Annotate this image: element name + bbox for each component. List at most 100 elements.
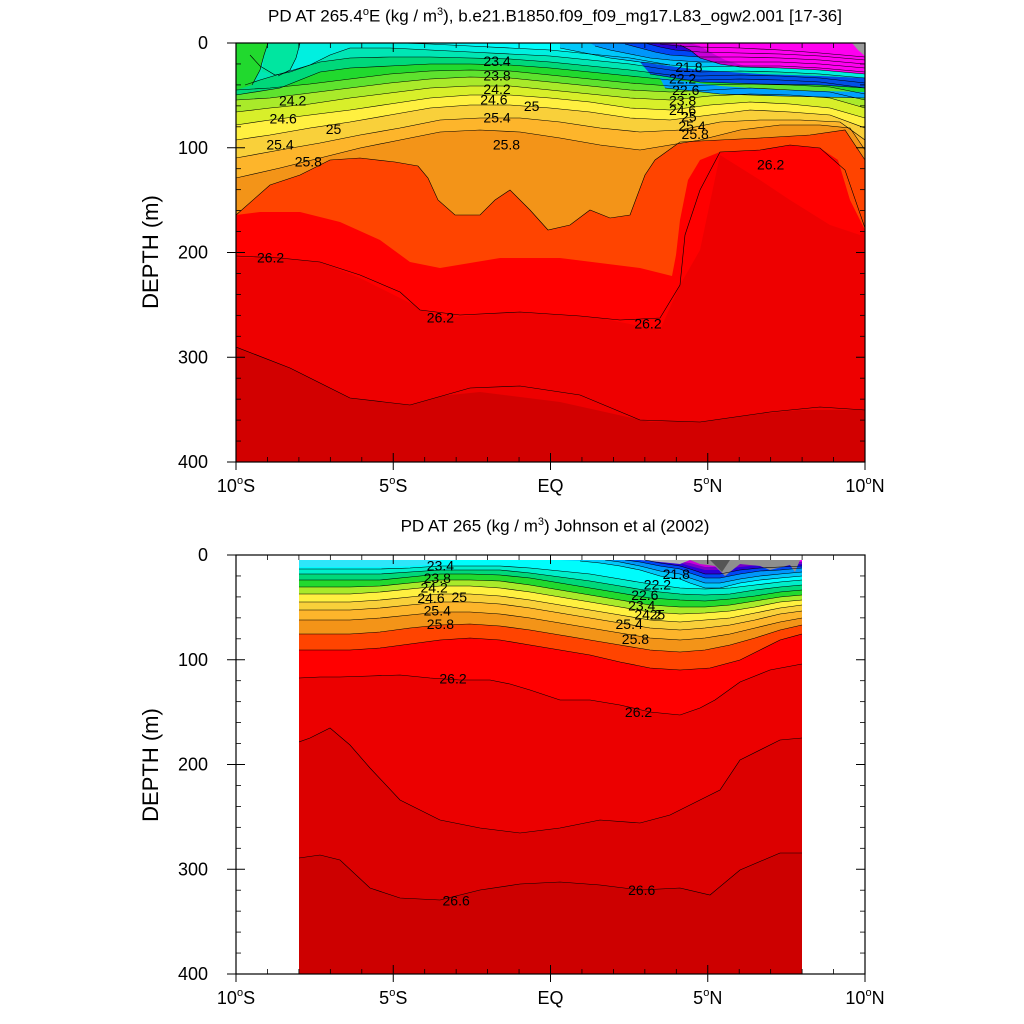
x-tick-label-hemisphere: S bbox=[395, 988, 407, 1008]
x-tick-label-main: EQ bbox=[537, 476, 563, 496]
panel1-contour-fill bbox=[236, 43, 865, 462]
contour-label: 25.4 bbox=[616, 616, 643, 632]
contour-label: 22.2 bbox=[669, 71, 696, 87]
x-tick-label-main: EQ bbox=[537, 988, 563, 1008]
y-tick-label: 0 bbox=[198, 33, 208, 53]
x-tick-label: 5oN bbox=[693, 475, 722, 496]
x-tick-label-degree: o bbox=[237, 475, 243, 487]
x-tick-label: EQ bbox=[537, 476, 563, 496]
contour-label: 25 bbox=[326, 121, 342, 137]
x-tick-label-main: 10 bbox=[217, 988, 237, 1008]
contour-label: 25.4 bbox=[424, 603, 451, 619]
panel1-contour-lines bbox=[236, 43, 865, 423]
panel2-contour-lines bbox=[299, 560, 802, 901]
x-tick-label: EQ bbox=[537, 988, 563, 1008]
y-tick-label: 300 bbox=[178, 859, 208, 879]
panel1-title: PD AT 265.4oE (kg / m3), b.e21.B1850.f09… bbox=[268, 6, 842, 26]
x-tick-label-degree: o bbox=[865, 475, 871, 487]
x-tick-label: 10oS bbox=[217, 475, 255, 496]
contour-label: 23.4 bbox=[483, 53, 510, 69]
y-tick-label: 400 bbox=[178, 964, 208, 984]
y-tick-label: 300 bbox=[178, 347, 208, 367]
x-tick-label-degree: o bbox=[703, 475, 709, 487]
contour-label: 25.8 bbox=[427, 616, 454, 632]
contour-label: 24.6 bbox=[480, 92, 507, 108]
contour-label: 22.2 bbox=[644, 576, 671, 592]
y-tick-label: 0 bbox=[198, 545, 208, 565]
x-tick-label-main: 10 bbox=[845, 476, 865, 496]
panel1-plot bbox=[235, 42, 866, 463]
x-tick-label-degree: o bbox=[703, 987, 709, 999]
x-tick-label-degree: o bbox=[389, 987, 395, 999]
contour-label: 24.2 bbox=[421, 579, 448, 595]
y-tick-label: 400 bbox=[178, 452, 208, 472]
x-tick-label-main: 5 bbox=[693, 988, 703, 1008]
x-tick-label-degree: o bbox=[389, 475, 395, 487]
x-tick-label-main: 10 bbox=[845, 988, 865, 1008]
x-tick-label-main: 5 bbox=[693, 476, 703, 496]
contour-label: 24.6 bbox=[669, 102, 696, 118]
y-tick-label: 100 bbox=[178, 650, 208, 670]
y-tick-label: 100 bbox=[178, 138, 208, 158]
x-tick-label: 10oN bbox=[845, 475, 884, 496]
x-tick-label-hemisphere: N bbox=[709, 476, 722, 496]
contour-label: 26.2 bbox=[757, 157, 784, 173]
contour-label: 23.4 bbox=[427, 557, 454, 573]
y-axis-title: DEPTH (m) bbox=[138, 195, 163, 309]
contour-label: 24.2 bbox=[483, 81, 510, 97]
x-tick-label-hemisphere: S bbox=[243, 476, 255, 496]
x-tick-label-degree: o bbox=[865, 987, 871, 999]
contour-label: 25.8 bbox=[682, 126, 709, 142]
y-tick-label: 200 bbox=[178, 243, 208, 263]
contour-label: 23.4 bbox=[628, 597, 655, 613]
contour-label: 24.2 bbox=[279, 93, 306, 109]
contour-label: 23.8 bbox=[669, 93, 696, 109]
contour-label: 26.6 bbox=[628, 882, 655, 898]
x-tick-label-hemisphere: N bbox=[872, 988, 885, 1008]
contour-label: 26.2 bbox=[257, 250, 284, 266]
contour-label: 25.8 bbox=[622, 631, 649, 647]
contour-label: 24.6 bbox=[417, 590, 444, 606]
x-tick-label: 5oS bbox=[379, 475, 407, 496]
contour-label: 26.2 bbox=[439, 671, 466, 687]
panel2-title: PD AT 265 (kg / m3) Johnson et al (2002) bbox=[400, 516, 710, 536]
x-tick-label-main: 10 bbox=[217, 476, 237, 496]
contour-label: 25.4 bbox=[678, 118, 705, 134]
panel2-contour-labels: 23.423.824.224.6 2525.425.821.822.222.623… bbox=[417, 557, 690, 908]
x-tick-label-hemisphere: N bbox=[872, 476, 885, 496]
x-tick-label-main: 5 bbox=[379, 476, 389, 496]
x-tick-label-hemisphere: S bbox=[243, 988, 255, 1008]
x-tick-label-hemisphere: S bbox=[395, 476, 407, 496]
x-tick-label-degree: o bbox=[237, 987, 243, 999]
contour-label: 21.8 bbox=[663, 566, 690, 582]
contour-label: 21.8 bbox=[675, 59, 702, 75]
contour-label: 26.6 bbox=[443, 893, 470, 909]
x-tick-label-hemisphere: N bbox=[709, 988, 722, 1008]
contour-label: 25.8 bbox=[493, 137, 520, 153]
x-tick-label: 5oN bbox=[693, 987, 722, 1008]
contour-label: 25 bbox=[681, 108, 697, 124]
contour-label: 26.2 bbox=[634, 316, 661, 332]
contour-label: 26.2 bbox=[427, 309, 454, 325]
contour-label: 25 bbox=[452, 589, 468, 605]
contour-label: 25 bbox=[650, 607, 666, 623]
x-tick-label: 10oS bbox=[217, 987, 255, 1008]
x-tick-label-main: 5 bbox=[379, 988, 389, 1008]
contour-label: 25.4 bbox=[483, 109, 510, 125]
y-tick-label: 200 bbox=[178, 755, 208, 775]
contour-label: 22.6 bbox=[672, 82, 699, 98]
panel2-plot bbox=[235, 554, 866, 975]
contour-label: 25 bbox=[524, 98, 540, 114]
panel2-contour-fill bbox=[299, 560, 802, 974]
contour-label: 23.8 bbox=[483, 67, 510, 83]
contour-label: 22.6 bbox=[631, 587, 658, 603]
contour-label: 25.8 bbox=[295, 153, 322, 169]
contour-label: 26.2 bbox=[625, 704, 652, 720]
contour-label: 25.4 bbox=[266, 137, 293, 153]
panel1-contour-labels: 23.423.824.224.6 2525.425.824.224.62525.4… bbox=[257, 53, 785, 332]
x-tick-label: 10oN bbox=[845, 987, 884, 1008]
contour-label: 24.6 bbox=[270, 110, 297, 126]
y-axis-title: DEPTH (m) bbox=[138, 708, 163, 822]
